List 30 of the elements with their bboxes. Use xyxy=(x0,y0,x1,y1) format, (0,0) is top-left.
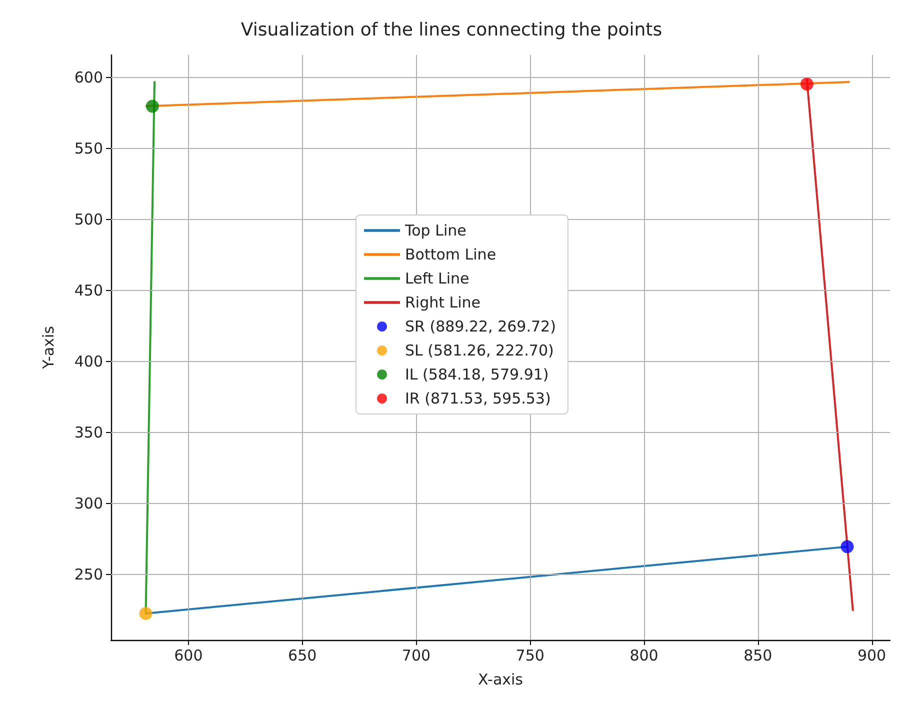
legend-label: Right Line xyxy=(405,294,481,312)
legend-label: Bottom Line xyxy=(405,246,496,264)
legend-label: IR (871.53, 595.53) xyxy=(405,390,551,408)
y-tick-label: 400 xyxy=(74,352,103,371)
y-tick-label: 550 xyxy=(74,140,103,158)
y-tick-label: 250 xyxy=(74,566,103,584)
y-tick-label: 450 xyxy=(74,282,103,300)
x-tick-label: 750 xyxy=(516,646,544,664)
y-tick-label: 300 xyxy=(74,494,103,513)
x-tick-label: 700 xyxy=(402,646,431,664)
point xyxy=(840,540,854,554)
x-tick-label: 600 xyxy=(174,646,203,664)
legend-label: Left Line xyxy=(405,270,470,288)
y-tick-label: 600 xyxy=(74,68,103,87)
x-tick-label: 850 xyxy=(744,646,772,664)
y-tick-label: 500 xyxy=(74,210,103,229)
point xyxy=(146,100,159,113)
x-tick-label: 900 xyxy=(857,646,886,664)
point xyxy=(800,78,814,91)
point xyxy=(139,606,152,620)
x-axis-title: X-axis xyxy=(478,670,524,688)
legend-label: IL (584.18, 579.91) xyxy=(405,366,549,384)
legend-label: SR (889.22, 269.72) xyxy=(405,318,556,336)
x-tick-label: 650 xyxy=(288,646,317,664)
legend-label: SL (581.26, 222.70) xyxy=(405,342,554,360)
chart-title: Visualization of the lines connecting the points xyxy=(240,20,662,40)
y-tick-label: 350 xyxy=(74,424,103,442)
x-tick-label: 800 xyxy=(630,646,658,664)
y-axis-title: Y-axis xyxy=(40,326,58,370)
legend-label: Top Line xyxy=(404,222,466,240)
